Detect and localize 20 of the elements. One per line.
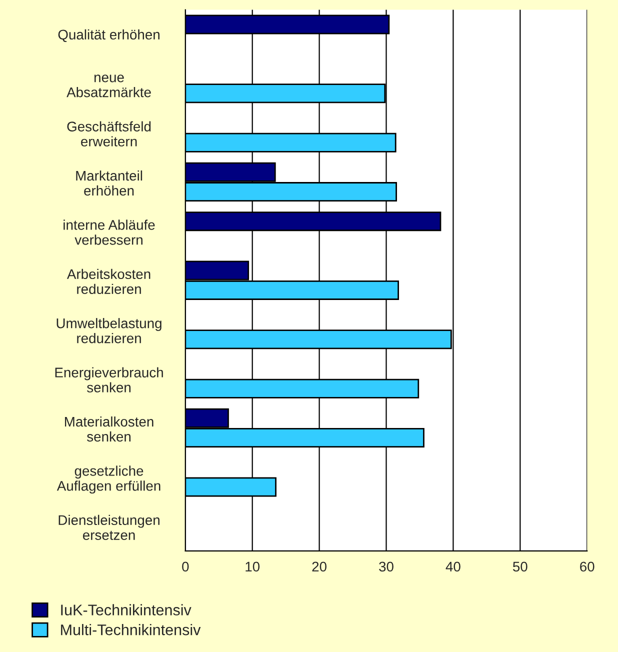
x-tick-label: 40 — [446, 562, 460, 572]
y-tick-label: Marktanteil erhöhen — [76, 170, 142, 196]
x-tick-label: 20 — [312, 562, 326, 572]
legend-label: Multi-Technikintensiv — [61, 624, 201, 636]
y-tick-label: Materialkosten senken — [64, 416, 154, 442]
x-tick-label: 30 — [379, 562, 394, 572]
x-tick-label: 60 — [580, 562, 594, 572]
x-tick-label: 0 — [182, 562, 189, 572]
y-tick-label: Qualität erhöhen — [58, 29, 160, 42]
y-tick-label: Energieverbrauch senken — [55, 367, 163, 392]
y-tick-label: neue Absatzmärkte — [66, 74, 151, 98]
x-tick-label: 10 — [246, 562, 260, 572]
y-tick-label: Geschäftsfeld erweitern — [67, 121, 151, 146]
legend-label: IuK-Technikintensiv — [61, 604, 192, 616]
y-tick-label: interne Abläufe verbessern — [64, 220, 155, 245]
y-tick-label: gesetzliche Auflagen erfüllen — [56, 466, 160, 494]
y-tick-label: Umweltbelastung reduzieren — [56, 318, 162, 344]
y-tick-label: Arbeitskosten reduzieren — [66, 268, 150, 294]
y-tick-label: Dienstleistungen ersetzen — [58, 514, 160, 540]
x-tick-label: 50 — [512, 562, 528, 572]
